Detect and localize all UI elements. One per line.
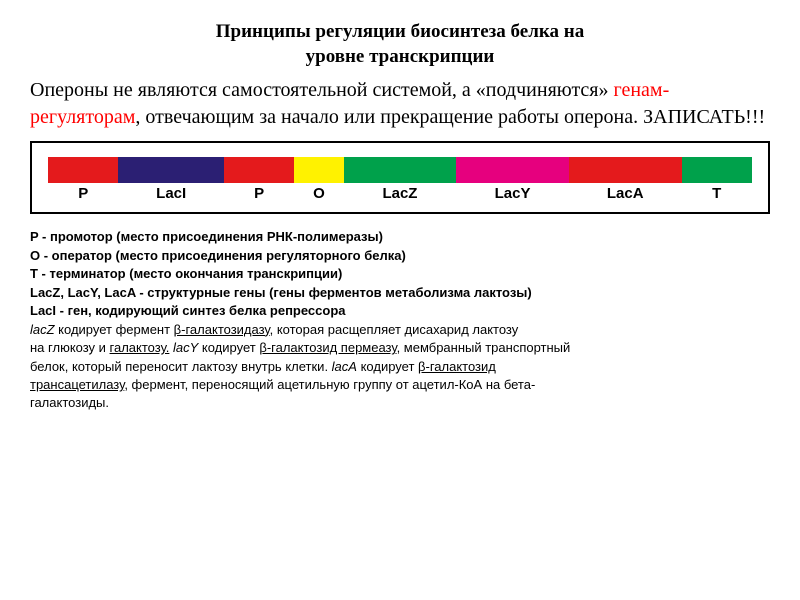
legend-LacI: LacI - ген, кодирующий синтез белка репр… <box>30 303 346 318</box>
segment-P <box>224 157 294 183</box>
beta-gal-trans-1: β-галактозид <box>418 359 496 374</box>
segment-label-LacY: LacY <box>456 185 569 202</box>
segment-label-P: P <box>48 185 118 202</box>
segment-O <box>294 157 343 183</box>
segment-label-LacI: LacI <box>118 185 224 202</box>
operon-diagram: PLacIPOLacZLacYLacAT <box>30 141 770 214</box>
line9-b: , фермент, переносящий ацетильную группу… <box>124 377 535 392</box>
segment-LacA <box>569 157 682 183</box>
legend-P: P - промотор (место присоединения РНК-по… <box>30 229 383 244</box>
line7-a: на глюкозу и <box>30 340 110 355</box>
legend-O: O - оператор (место присоединения регуля… <box>30 248 406 263</box>
segment-T <box>682 157 752 183</box>
segment-label-P: P <box>224 185 294 202</box>
line7-f: , мембранный транспортный <box>397 340 571 355</box>
segment-LacZ <box>344 157 457 183</box>
segment-label-LacA: LacA <box>569 185 682 202</box>
operon-segments-row <box>48 157 752 183</box>
beta-galactosidase: β-галактозидазу <box>174 322 270 337</box>
lacY-name: lacY <box>169 340 198 355</box>
legend-block: P - промотор (место присоединения РНК-по… <box>30 228 770 413</box>
segment-LacI <box>118 157 224 183</box>
line10: галактозиды. <box>30 395 109 410</box>
lacZ-text-1: кодирует фермент <box>55 322 174 337</box>
intro-text-1: Опероны не являются самостоятельной сист… <box>30 79 614 101</box>
title-line-1: Принципы регуляции биосинтеза белка на <box>216 21 584 42</box>
segment-label-LacZ: LacZ <box>344 185 457 202</box>
lacZ-text-2: , которая расщепляет дисахарид лактозу <box>270 322 519 337</box>
beta-gal-trans-2: трансацетилазу <box>30 377 124 392</box>
line7-d: кодирует <box>198 340 259 355</box>
line8-b: кодирует <box>357 359 418 374</box>
operon-labels-row: PLacIPOLacZLacYLacAT <box>48 185 752 202</box>
segment-LacY <box>456 157 569 183</box>
lacZ-name: lacZ <box>30 322 55 337</box>
legend-T: T - терминатор (место окончания транскри… <box>30 266 342 281</box>
segment-label-T: T <box>682 185 752 202</box>
line8: белок, который переносит лактозу внутрь … <box>30 359 332 374</box>
intro-paragraph: Опероны не являются самостоятельной сист… <box>30 77 770 131</box>
segment-P <box>48 157 118 183</box>
page-title: Принципы регуляции биосинтеза белка на у… <box>30 20 770 69</box>
beta-gal-permease: β-галактозид пермеазу <box>259 340 396 355</box>
galactose: галактозу. <box>110 340 170 355</box>
title-line-2: уровне транскрипции <box>306 46 495 67</box>
segment-label-O: O <box>294 185 343 202</box>
intro-text-2: , отвечающим за начало или прекращение р… <box>135 106 765 128</box>
lacA-name: lacA <box>332 359 357 374</box>
legend-structural: LacZ, LacY, LacA - структурные гены (ген… <box>30 285 532 300</box>
